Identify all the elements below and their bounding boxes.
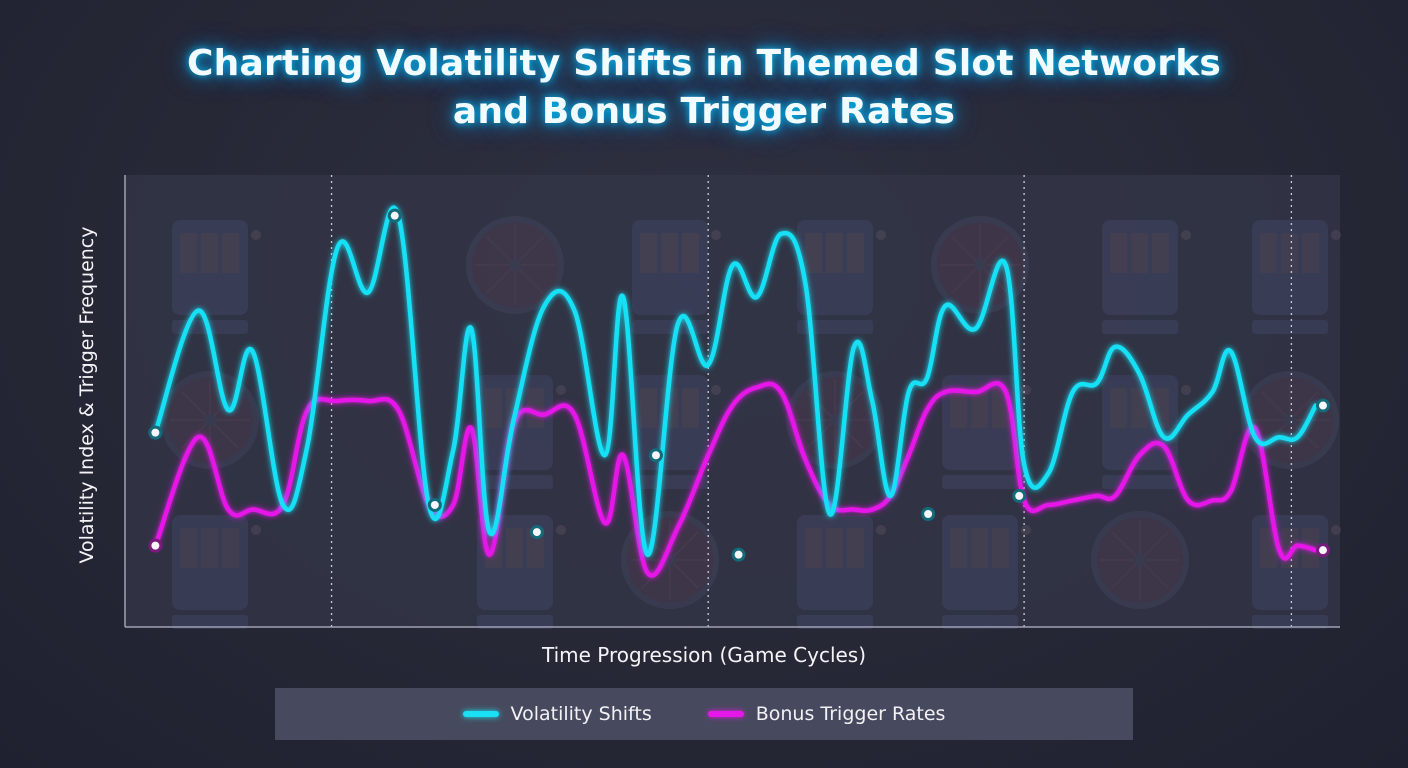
bg-wheel-icon — [1091, 511, 1189, 609]
legend-swatch-bonus — [707, 711, 744, 717]
legend: Volatility Shifts Bonus Trigger Rates — [275, 688, 1133, 740]
volatility-data-point — [921, 507, 936, 521]
volatility-data-point — [148, 425, 163, 440]
bg-wheel-icon — [621, 511, 719, 609]
marker-layer — [148, 208, 1330, 562]
bg-slot-machine-icon — [172, 515, 261, 629]
bonus-data-point — [148, 538, 163, 553]
series-layer — [153, 205, 1318, 578]
legend-item-volatility: Volatility Shifts — [462, 703, 652, 725]
bg-slot-machine-icon — [1102, 375, 1191, 489]
volatility-data-point — [731, 547, 746, 562]
bg-wheel-icon — [931, 216, 1029, 314]
bg-slot-machine-icon — [1102, 220, 1191, 334]
volatility-data-point — [648, 448, 663, 463]
legend-label-volatility: Volatility Shifts — [510, 703, 652, 725]
bg-slot-machine-icon — [172, 220, 261, 334]
legend-label-bonus: Bonus Trigger Rates — [755, 703, 946, 725]
chart-title: Charting Volatility Shifts in Themed Slo… — [0, 40, 1408, 136]
volatility-data-point — [1012, 488, 1027, 503]
bg-slot-machine-icon — [632, 375, 721, 489]
x-axis-label: Time Progression (Game Cycles) — [541, 643, 867, 667]
volatility-data-point — [427, 497, 442, 512]
bg-slot-machine-icon — [942, 515, 1031, 629]
bg-wheel-icon — [466, 216, 564, 314]
bg-slot-machine-icon — [1252, 515, 1341, 629]
volatility-data-point — [387, 208, 402, 223]
series-line-volatility-shifts — [153, 205, 1318, 557]
volatility-data-point — [1315, 398, 1330, 413]
chart-title-line-2: and Bonus Trigger Rates — [452, 91, 956, 132]
bonus-data-point — [1315, 543, 1330, 558]
volatility-data-point — [529, 525, 544, 540]
legend-swatch-volatility — [462, 711, 499, 717]
series-line-bonus-trigger-rates — [153, 381, 1318, 578]
bg-slot-machine-icon — [797, 220, 886, 334]
bg-wheel-icon — [1241, 371, 1339, 469]
chart-title-line-1: Charting Volatility Shifts in Themed Slo… — [187, 43, 1221, 84]
legend-item-bonus: Bonus Trigger Rates — [707, 703, 946, 725]
background-slot-icons — [161, 216, 1341, 629]
bg-slot-machine-icon — [1252, 220, 1341, 334]
bg-slot-machine-icon — [797, 515, 886, 629]
bg-slot-machine-icon — [942, 375, 1031, 489]
